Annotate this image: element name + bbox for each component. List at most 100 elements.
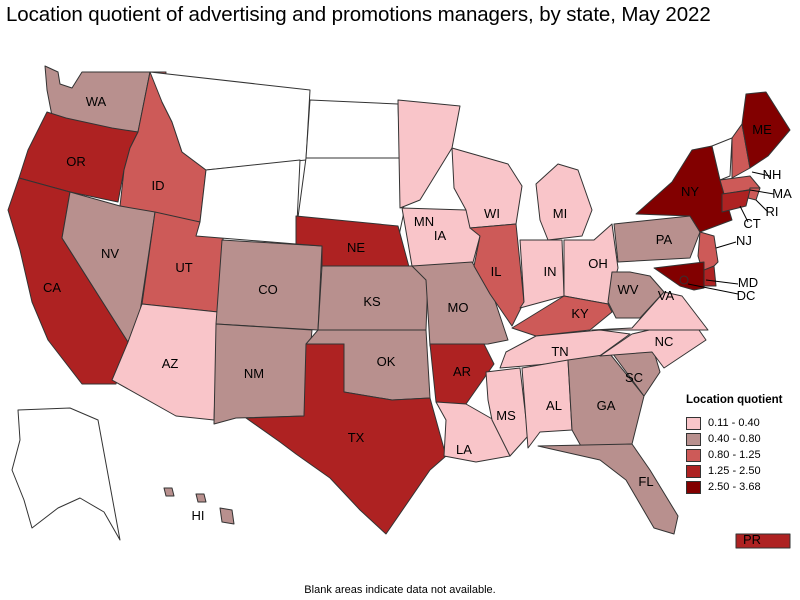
state-nd[interactable] [305,99,401,159]
leader-line [705,279,739,285]
legend-swatch [686,464,701,478]
state-il[interactable] [469,223,525,327]
state-label-hi: HI [192,508,205,523]
legend-swatch [686,448,701,462]
legend-item: 1.25 - 2.50 [686,463,782,479]
state-label-nh: NH [763,167,782,182]
legend-swatch [686,432,701,446]
state-mn[interactable] [397,99,461,209]
legend-item: 0.40 - 0.80 [686,431,782,447]
state-label-ms: MS [496,408,516,423]
state-label-nm: NM [244,366,264,381]
state-ms[interactable] [485,367,529,457]
state-vt[interactable] [711,137,733,181]
legend-range-label: 0.40 - 0.80 [708,433,761,445]
state-mt[interactable] [149,71,311,171]
legend-item: 2.50 - 3.68 [686,479,782,495]
state-mi[interactable] [535,163,593,241]
state-dc[interactable] [679,275,689,285]
state-label-id: ID [152,178,165,193]
legend: Location quotient 0.11 - 0.40 0.40 - 0.80… [686,394,782,495]
state-label-ks: KS [363,294,381,309]
state-ia[interactable] [401,207,481,267]
legend-range-label: 1.25 - 2.50 [708,465,761,477]
state-label-al: AL [546,398,562,413]
state-label-ny: NY [681,184,699,199]
state-label-mi: MI [553,206,567,221]
state-ct[interactable] [721,189,751,213]
footnote: Blank areas indicate data not available. [304,584,496,596]
state-label-co: CO [258,282,278,297]
state-wv[interactable] [607,271,665,319]
state-tn[interactable] [499,329,631,369]
state-label-az: AZ [162,356,179,371]
legend-swatch [686,416,701,430]
state-tx[interactable] [245,343,447,535]
legend-range-label: 2.50 - 3.68 [708,481,761,493]
state-ar[interactable] [429,343,495,405]
legend-item: 0.11 - 0.40 [686,415,782,431]
state-label-tx: TX [348,430,365,445]
leader-line [755,199,769,213]
state-label-wv: WV [618,282,639,297]
map-title: Location quotient of advertising and pro… [6,3,711,26]
state-nc[interactable] [599,319,707,369]
state-label-dc: DC [737,288,756,303]
state-label-me: ME [752,122,772,137]
state-label-wa: WA [86,94,107,109]
state-md[interactable] [653,261,705,291]
state-label-tn: TN [551,344,568,359]
state-pr[interactable] [735,533,791,549]
state-ak[interactable] [11,407,121,541]
state-label-pr: PR [743,532,761,547]
state-pa[interactable] [613,215,701,263]
state-label-nc: NC [655,334,674,349]
state-label-mo: MO [448,300,469,315]
state-label-ut: UT [175,260,192,275]
state-hi[interactable] [163,487,235,525]
state-label-ia: IA [434,228,447,243]
state-label-ok: OK [377,354,396,369]
state-label-ma: MA [772,186,792,201]
state-de[interactable] [703,265,717,287]
state-va[interactable] [591,291,709,331]
leader-line [751,171,771,177]
legend-title: Location quotient [686,394,783,406]
state-label-ri: RI [766,204,779,219]
state-in[interactable] [519,239,565,309]
state-label-in: IN [544,264,557,279]
state-fl[interactable] [537,443,679,535]
state-label-wi: WI [484,206,500,221]
state-label-ca: CA [43,280,61,295]
leader-line [715,241,737,249]
state-label-il: IL [491,264,502,279]
state-label-sc: SC [625,370,643,385]
legend-range-label: 0.11 - 0.40 [708,417,760,429]
state-label-ky: KY [571,306,589,321]
state-label-nv: NV [101,246,119,261]
state-wy[interactable] [195,159,301,245]
state-label-oh: OH [588,256,608,271]
state-label-or: OR [66,154,86,169]
leader-line [687,283,739,295]
state-label-la: LA [456,442,472,457]
state-label-pa: PA [656,232,673,247]
state-label-nj: NJ [736,233,752,248]
state-label-va: VA [658,288,675,303]
state-label-mn: MN [414,214,434,229]
state-label-ar: AR [453,364,471,379]
legend-item: 0.80 - 1.25 [686,447,782,463]
state-label-ct: CT [743,216,760,231]
legend-range-label: 0.80 - 1.25 [708,449,761,461]
state-label-md: MD [738,275,758,290]
state-label-ne: NE [347,240,365,255]
state-la[interactable] [435,401,511,463]
state-label-ga: GA [597,398,616,413]
state-me[interactable] [741,91,791,169]
leader-line [749,189,775,195]
state-label-fl: FL [638,474,653,489]
legend-swatch [686,480,701,494]
state-al[interactable] [521,359,573,449]
leader-line [739,205,749,223]
